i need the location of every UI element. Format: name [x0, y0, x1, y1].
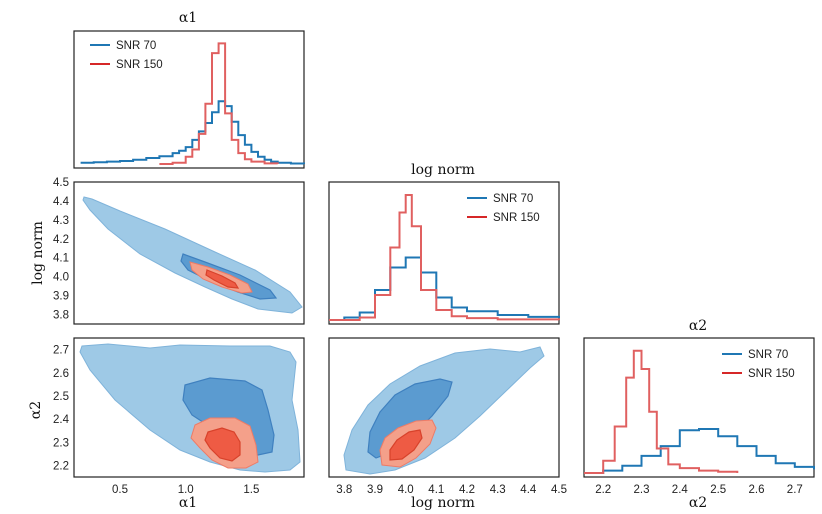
- contour-snr150-inner: [204, 427, 241, 462]
- y-tick-label: 4.1: [53, 253, 69, 265]
- legend-label-snr70: SNR 70: [493, 193, 533, 205]
- y-tick-label: 4.0: [53, 272, 69, 284]
- frame-hist-alpha2: [583, 337, 815, 478]
- x-tick-label: 4.2: [459, 484, 475, 496]
- x-tick-label: 2.4: [672, 484, 689, 496]
- legend-label-snr70: SNR 70: [116, 40, 156, 52]
- y-tick-label: 3.8: [53, 310, 69, 322]
- legend-label-snr70: SNR 70: [748, 349, 788, 361]
- y-tick-label: 2.2: [53, 460, 69, 472]
- title-alpha1: α1: [179, 10, 197, 26]
- x-tick-label: 4.1: [428, 484, 444, 496]
- y-tick-label: 4.2: [53, 234, 69, 246]
- y-tick-label: 2.5: [53, 391, 69, 403]
- panel-hist-alpha2: α2 SNR 70 SNR 150 2.2 2.3 2.4 2.5 2.6 2.7 α2: [583, 318, 815, 511]
- x-tick-label: 2.2: [595, 484, 611, 496]
- series-snr150-hist-alpha1: [159, 42, 279, 165]
- y-tick-label: 4.4: [53, 196, 70, 208]
- frame-contour-alpha1-lognorm: [73, 181, 305, 325]
- frame-hist-lognorm: [328, 181, 560, 325]
- panel-hist-lognorm: log norm SNR 70 SNR 150: [328, 162, 560, 325]
- panel-contour-lognorm-alpha2: 3.8 3.9 4.0 4.1 4.2 4.3 4.4 4.5 log norm: [328, 337, 567, 511]
- x-tick-label: 2.5: [710, 484, 726, 496]
- y-tick-label: 4.5: [53, 177, 69, 189]
- x-tick-label: 2.6: [749, 484, 765, 496]
- x-ticks-alpha1: 0.5 1.0 1.5: [112, 484, 259, 496]
- y-tick-label: 4.3: [53, 215, 69, 227]
- x-tick-label: 4.3: [490, 484, 506, 496]
- x-tick-label: 2.3: [634, 484, 650, 496]
- legend-label-snr150: SNR 150: [116, 59, 163, 71]
- y-tick-label: 2.6: [53, 368, 69, 380]
- frame-hist-alpha1: [73, 30, 305, 169]
- x-ticks-alpha2: 2.2 2.3 2.4 2.5 2.6 2.7: [595, 484, 803, 496]
- x-tick-label: 1.5: [243, 484, 259, 496]
- y-tick-label: 2.7: [53, 345, 69, 357]
- y-tick-label: 3.9: [53, 291, 69, 303]
- y-tick-label: 2.3: [53, 437, 69, 449]
- y-ticks-alpha2: 2.2 2.3 2.4 2.5 2.6 2.7: [53, 345, 70, 473]
- ylabel-lognorm: log norm: [30, 221, 46, 285]
- y-ticks-lognorm: 3.8 3.9 4.0 4.1 4.2 4.3 4.4 4.5: [53, 177, 70, 322]
- xlabel-alpha2: α2: [689, 495, 707, 511]
- x-tick-label: 0.5: [112, 484, 128, 496]
- x-tick-label: 1.0: [178, 484, 194, 496]
- frame-contour-lognorm-alpha2: [328, 337, 560, 478]
- x-tick-label: 4.5: [551, 484, 567, 496]
- frame-contour-alpha1-alpha2: [73, 337, 305, 478]
- x-ticks-lognorm: 3.8 3.9 4.0 4.1 4.2 4.3 4.4 4.5: [336, 484, 567, 496]
- title-lognorm: log norm: [411, 162, 475, 178]
- series-snr150-hist-alpha2: [584, 349, 739, 474]
- contour-snr150-inner: [389, 429, 423, 461]
- panel-contour-alpha1-lognorm: 3.8 3.9 4.0 4.1 4.2 4.3 4.4 4.5 log norm: [30, 177, 305, 325]
- x-tick-label: 4.4: [520, 484, 537, 496]
- legend-hist-lognorm: SNR 70 SNR 150: [467, 193, 540, 224]
- panel-hist-alpha1: α1 SNR 70 SNR 150: [73, 10, 305, 169]
- x-tick-label: 4.0: [398, 484, 414, 496]
- xlabel-lognorm: log norm: [411, 495, 475, 511]
- series-snr150-hist-lognorm: [329, 194, 560, 321]
- x-tick-label: 2.7: [787, 484, 803, 496]
- series-snr70-hist-alpha2: [584, 428, 815, 474]
- x-tick-label: 3.8: [336, 484, 352, 496]
- xlabel-alpha1: α1: [179, 495, 197, 511]
- y-tick-label: 2.4: [53, 414, 70, 426]
- contour-snr150-inner: [205, 269, 240, 289]
- legend-hist-alpha1: SNR 70 SNR 150: [90, 40, 163, 71]
- x-tick-label: 3.9: [367, 484, 383, 496]
- ylabel-alpha2: α2: [28, 401, 44, 419]
- title-alpha2: α2: [689, 318, 707, 334]
- series-snr70-hist-alpha1: [80, 100, 305, 165]
- panel-contour-alpha1-alpha2: 0.5 1.0 1.5 2.2 2.3 2.4 2.5 2.6 2.7 α1 α2: [28, 337, 305, 511]
- legend-label-snr150: SNR 150: [748, 368, 795, 380]
- legend-label-snr150: SNR 150: [493, 212, 540, 224]
- legend-hist-alpha2: SNR 70 SNR 150: [722, 349, 795, 380]
